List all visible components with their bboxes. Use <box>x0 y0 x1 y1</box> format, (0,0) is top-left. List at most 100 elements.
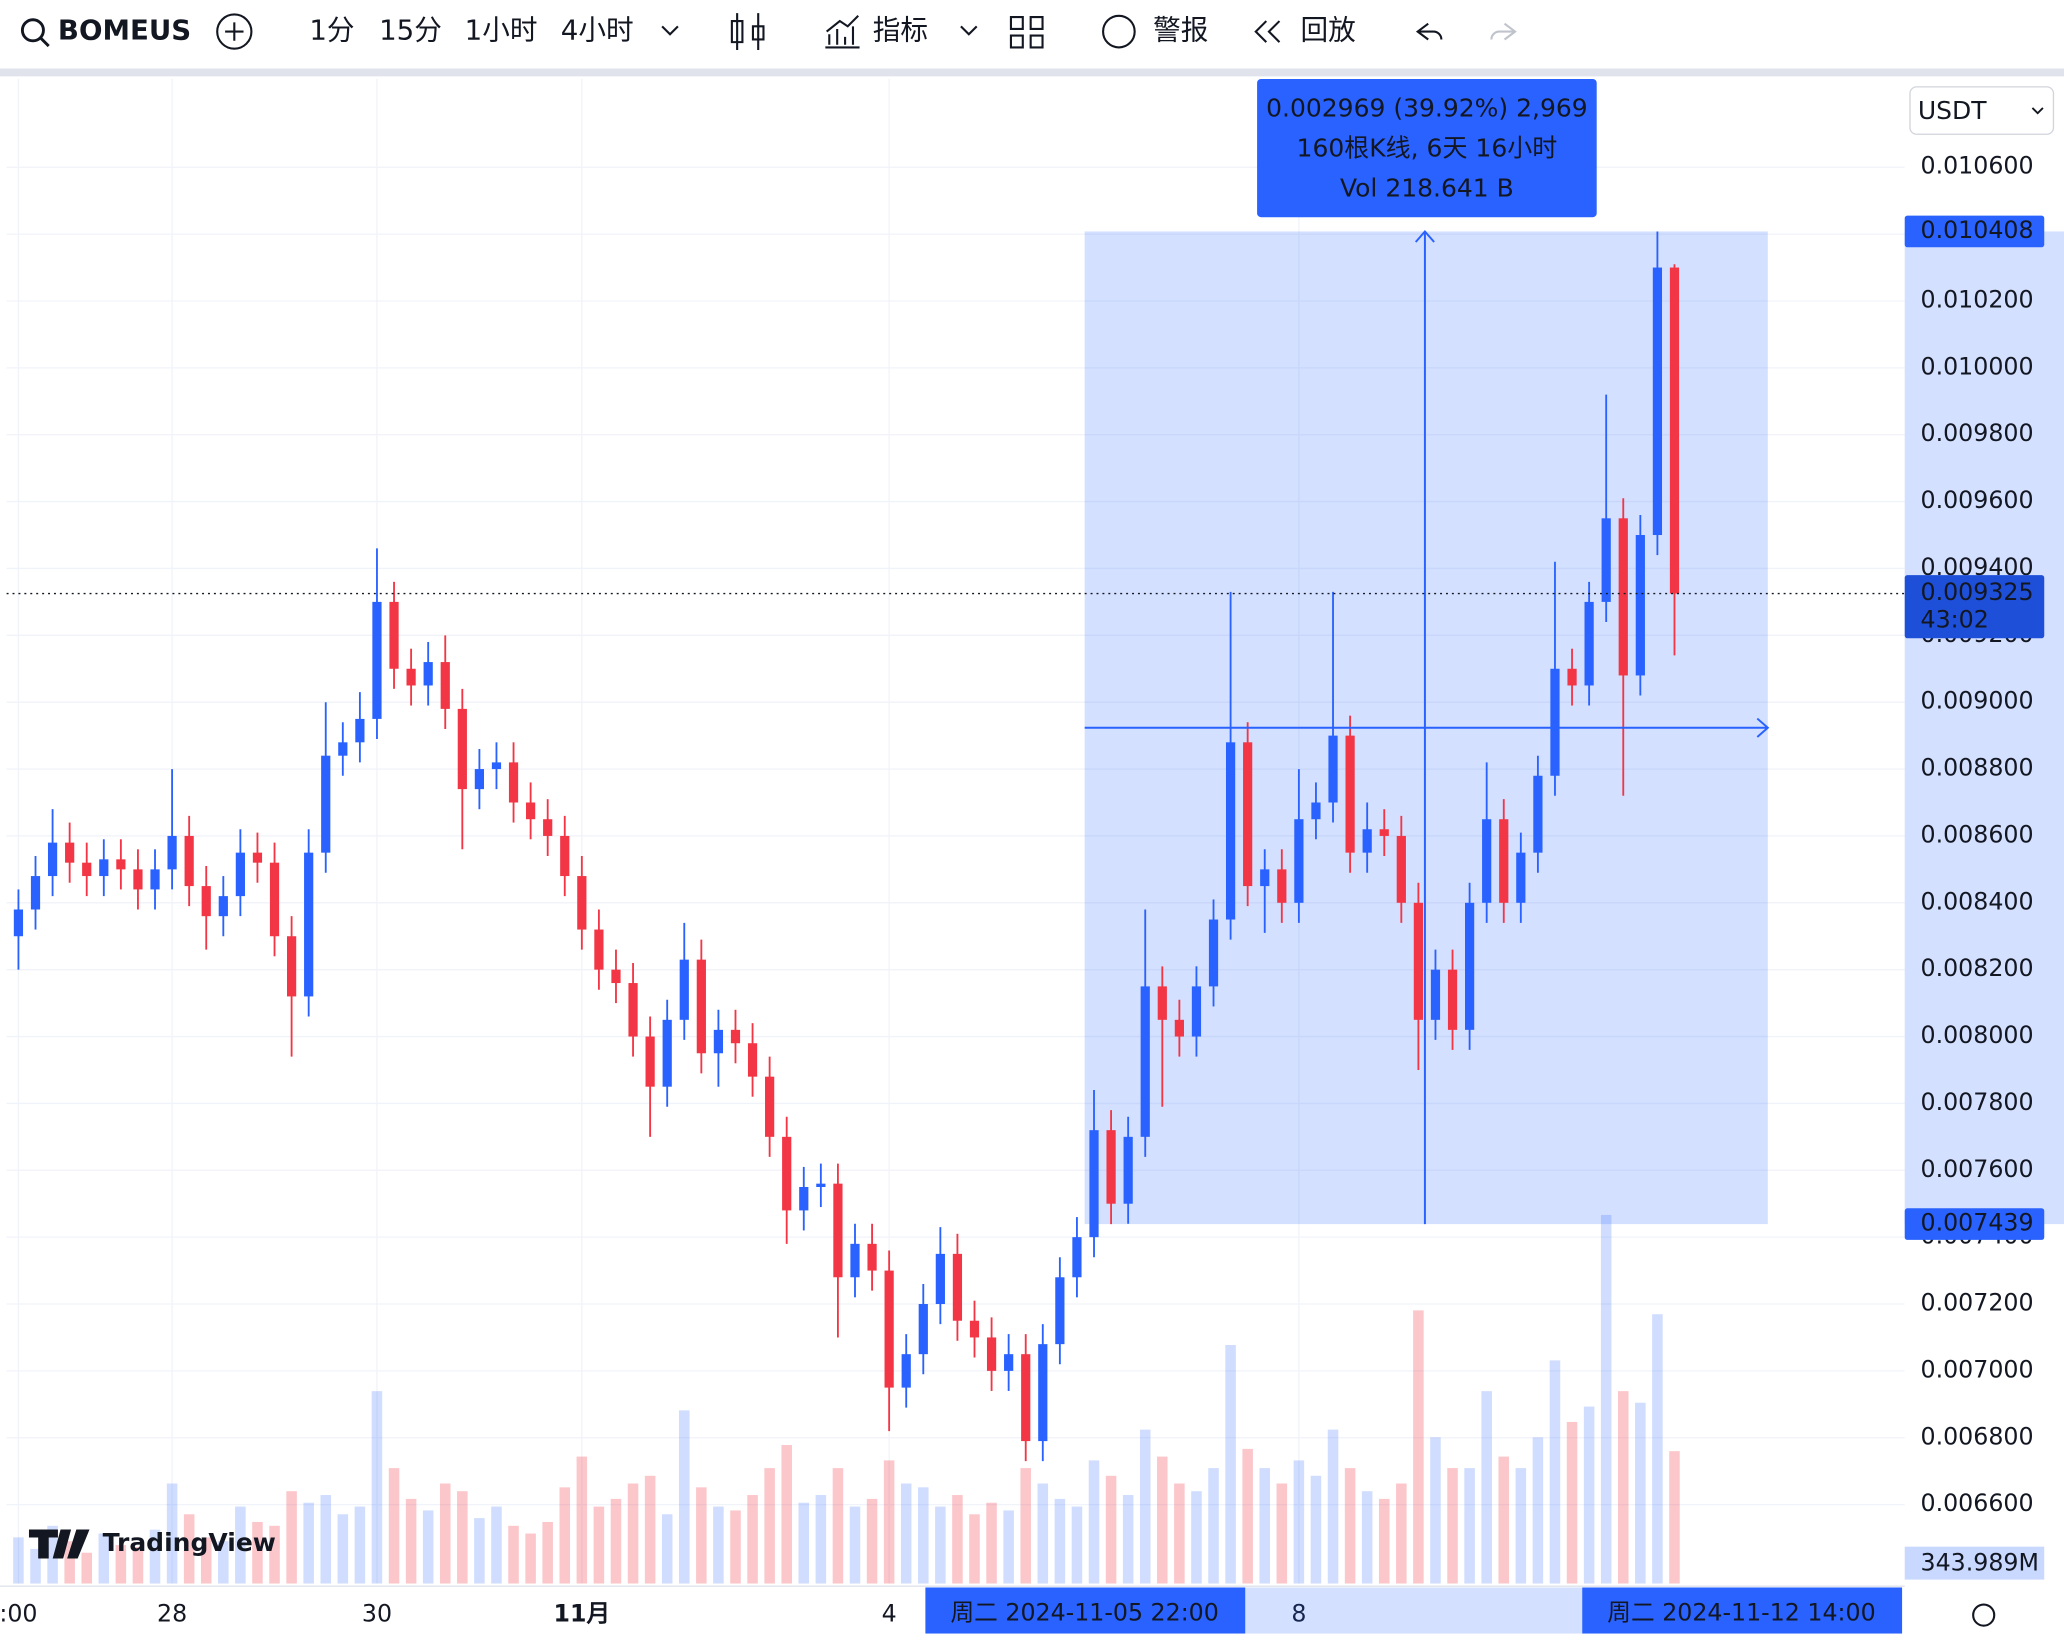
y-tick-label: 0.006600 <box>1921 1489 2034 1517</box>
volume-bar <box>439 1483 451 1584</box>
x-tick-label: 28 <box>157 1600 187 1628</box>
candle-body <box>82 862 92 877</box>
y-tick-label: 0.007600 <box>1921 1155 2034 1183</box>
volume-bar <box>952 1495 963 1584</box>
candle-body <box>1311 802 1321 820</box>
alert-icon[interactable] <box>1102 14 1136 49</box>
candle-body <box>372 601 382 719</box>
interval[interactable]: 1小时 <box>465 14 538 47</box>
candle-body <box>645 1036 655 1087</box>
search-icon[interactable] <box>20 18 45 43</box>
candle-body <box>1089 1130 1099 1238</box>
volume-bar <box>1447 1468 1458 1584</box>
volume-bar <box>1225 1344 1236 1584</box>
volume-bar <box>1515 1468 1527 1584</box>
currency-select[interactable] <box>1909 86 2055 135</box>
watermark-logo <box>28 1529 90 1559</box>
volume-bar <box>132 1546 144 1584</box>
volume-bar <box>1481 1391 1492 1584</box>
candle-body <box>679 959 689 1020</box>
candle-body <box>816 1183 826 1187</box>
candle-body <box>747 1043 758 1077</box>
candle-body <box>884 1270 894 1388</box>
interval[interactable]: 1分 <box>309 14 354 47</box>
volume-bar <box>269 1525 280 1584</box>
volume-bar <box>1464 1468 1475 1584</box>
volume-bar <box>610 1498 622 1584</box>
replay[interactable]: 回放 <box>1301 14 1356 47</box>
volume-bar <box>559 1487 571 1584</box>
volume-bar <box>1020 1468 1031 1584</box>
volume-label-box <box>1904 1546 2045 1580</box>
volume-bar <box>1669 1451 1680 1584</box>
volume-bar <box>320 1495 332 1584</box>
candle-body <box>406 668 416 686</box>
volume-bar <box>1566 1421 1578 1584</box>
volume-bar <box>1276 1483 1288 1584</box>
candle-body <box>269 862 280 937</box>
candle-body <box>1038 1344 1048 1442</box>
volume-bar <box>286 1491 297 1584</box>
candle-body <box>440 662 450 709</box>
candle-body <box>1447 969 1458 1030</box>
volume-bar <box>200 1537 212 1584</box>
volume-bar <box>1242 1448 1253 1584</box>
add-symbol <box>225 22 244 41</box>
redo[interactable] <box>1490 22 1517 41</box>
candle-body <box>491 762 502 770</box>
volume-bar <box>474 1518 485 1584</box>
candle-body <box>1396 835 1406 903</box>
volume-bar <box>798 1502 810 1584</box>
settings-icon[interactable] <box>1972 1603 1996 1627</box>
replay-icon[interactable] <box>1254 20 1281 43</box>
volume-bar <box>303 1502 314 1584</box>
volume-bar <box>696 1487 707 1584</box>
candle-body <box>338 742 348 756</box>
measure-label-box <box>1257 78 1597 218</box>
currency[interactable]: USDT <box>1918 96 1987 125</box>
dropdown[interactable] <box>960 25 978 36</box>
layout-icon[interactable] <box>1009 16 1044 49</box>
volume-bar <box>542 1521 553 1584</box>
dropdown[interactable] <box>661 25 679 36</box>
volume-bar <box>13 1537 24 1584</box>
candle-body <box>867 1243 877 1271</box>
volume-bar <box>1139 1429 1151 1584</box>
candle-body <box>1669 267 1680 594</box>
candle-body <box>1277 869 1287 903</box>
candle-body <box>150 869 160 890</box>
symbol[interactable]: BOMEUS <box>58 14 191 47</box>
volume-bar <box>183 1514 195 1584</box>
candle-body <box>730 1029 741 1044</box>
candle-body <box>1652 267 1663 536</box>
volume-bar <box>64 1541 75 1584</box>
volume-bar <box>525 1533 536 1584</box>
current-price-box <box>1904 575 2045 639</box>
add-symbol[interactable] <box>216 13 253 50</box>
axis-range-band <box>1904 231 2064 1225</box>
alerts[interactable]: 警报 <box>1153 14 1208 47</box>
x-tick-label: :00 <box>0 1600 38 1628</box>
volume-bar <box>354 1506 366 1584</box>
indicators[interactable]: 指标 <box>873 14 928 47</box>
countdown: 43:02 <box>1921 606 1989 634</box>
interval[interactable]: 4小时 <box>561 14 634 47</box>
volume-bar <box>1174 1483 1185 1584</box>
chart-type-icon[interactable] <box>730 13 765 51</box>
volume-label: 343.989M <box>1921 1548 2039 1576</box>
candle-body <box>167 835 177 870</box>
volume-bar <box>593 1506 605 1584</box>
candle-body <box>1123 1136 1133 1204</box>
candle-body <box>1584 601 1594 686</box>
indicator-icon[interactable] <box>825 15 860 49</box>
volume-bar <box>1191 1491 1202 1584</box>
undo[interactable] <box>1415 22 1443 41</box>
volume-bar <box>713 1506 724 1584</box>
y-tick-label: 0.008800 <box>1921 754 2034 782</box>
candle-body <box>986 1337 997 1371</box>
interval[interactable]: 15分 <box>379 14 442 47</box>
candle-body <box>235 852 245 897</box>
candle-body <box>1465 902 1475 1030</box>
candle-body <box>1140 986 1150 1137</box>
